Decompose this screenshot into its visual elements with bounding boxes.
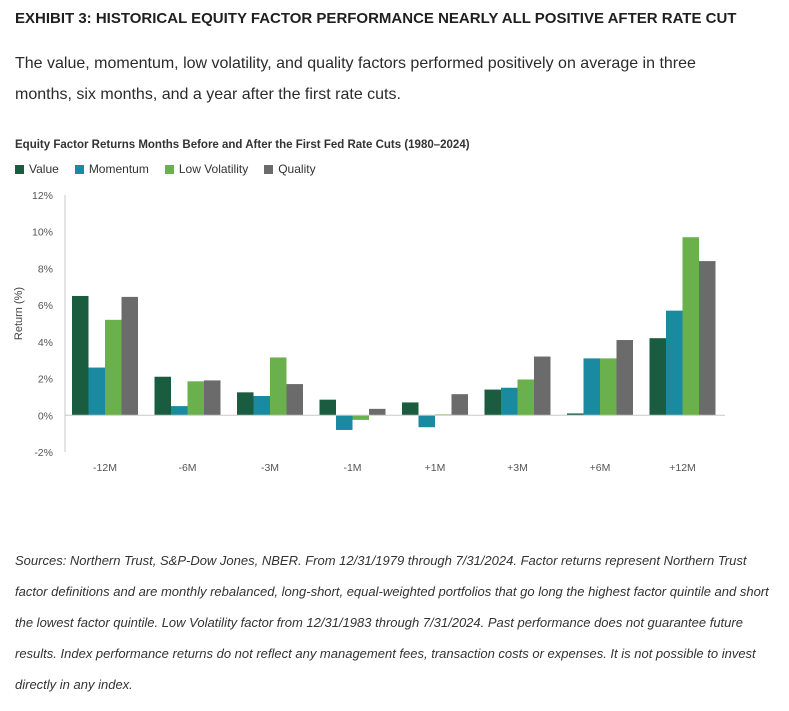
bar-momentum--1M [336,415,353,430]
legend-swatch-low-volatility [164,164,174,174]
bar-value-+1M [402,402,419,416]
bar-momentum--12M [88,367,105,416]
legend-label-quality: Quality [278,162,316,176]
chart-title: Equity Factor Returns Months Before and … [15,139,470,151]
legend-item-quality: Quality [264,162,316,176]
bar-value--6M [154,376,171,416]
bar-momentum-+1M [418,415,435,428]
bar-low-volatility--6M [187,381,204,416]
bar-quality-+1M [451,394,468,416]
x-tick-label: +12M [669,462,696,474]
x-tick-label: +1M [425,462,446,474]
bar-value-+6M [567,413,584,416]
bar-quality--12M [121,296,138,416]
bar-low-volatility--3M [270,357,287,416]
bar-low-volatility-+3M [517,379,534,416]
chart-legend: Value Momentum Low Volatility Quality [15,162,316,176]
bar-value--12M [72,295,89,416]
legend-swatch-value [15,164,24,174]
x-tick-label: -12M [93,462,117,474]
x-tick-label: -6M [178,462,196,474]
bar-momentum-+12M [666,310,683,416]
bar-value--3M [237,392,254,416]
bar-quality-+6M [616,340,633,416]
legend-label-momentum: Momentum [88,162,149,176]
sources-note: Sources: Northern Trust, S&P-Dow Jones, … [15,553,769,692]
bar-low-volatility-+6M [600,358,617,416]
bar-momentum--3M [253,396,270,416]
bar-chart: -2% 0% 2% 4% 6% 8% 10% 12% -12M -6M -3M -1M +1M +3M +… [13,190,725,474]
legend-item-momentum: Momentum [74,162,149,176]
bar-low-volatility--1M [352,415,369,420]
legend-swatch-quality [264,164,274,174]
bar-quality--6M [204,380,221,416]
legend-swatch-momentum [74,164,84,174]
bar-quality--3M [286,384,303,416]
y-tick-label: 10% [32,227,53,239]
bar-value-+3M [484,389,501,416]
bar-momentum-+6M [583,358,600,416]
y-tick-label: 12% [32,190,53,202]
bar-momentum-+3M [501,387,518,416]
chart-bars [72,237,716,430]
bar-quality-+3M [534,356,551,416]
y-tick-label: 8% [38,263,53,275]
legend-item-low-volatility: Low Volatility [164,162,249,176]
exhibit-title: EXHIBIT 3: HISTORICAL EQUITY FACTOR PERF… [15,10,737,27]
legend-label-low-volatility: Low Volatility [178,162,249,176]
y-tick-label: -2% [34,447,53,459]
bar-low-volatility--12M [105,319,122,416]
legend-item-value: Value [15,162,59,176]
bar-quality-+12M [699,261,716,416]
bar-value--1M [319,399,336,416]
subtitle: The value, momentum, low volatility, and… [15,55,696,103]
x-axis-ticks: -12M -6M -3M -1M +1M +3M +6M +12M [93,462,696,474]
legend-label-value: Value [29,162,59,176]
bar-value-+12M [649,338,666,416]
x-tick-label: -3M [261,462,279,474]
x-tick-label: +3M [507,462,528,474]
y-tick-label: 2% [38,374,53,386]
bar-quality--1M [369,408,386,416]
x-tick-label: +6M [590,462,611,474]
y-axis-ticks: -2% 0% 2% 4% 6% 8% 10% 12% [32,190,53,459]
x-tick-label: -1M [343,462,361,474]
y-tick-label: 0% [38,410,53,422]
bar-momentum--6M [171,406,188,416]
y-tick-label: 4% [38,337,53,349]
bar-low-volatility-+12M [682,237,699,416]
y-axis-label: Return (%) [13,287,25,340]
y-tick-label: 6% [38,300,53,312]
